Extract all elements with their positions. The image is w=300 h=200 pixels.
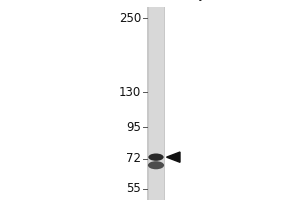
- Bar: [147, 7, 165, 200]
- Bar: [148, 7, 164, 200]
- Text: 95: 95: [126, 121, 141, 134]
- Ellipse shape: [148, 161, 164, 169]
- Text: 72: 72: [126, 152, 141, 165]
- Polygon shape: [167, 152, 180, 162]
- Text: 250: 250: [119, 12, 141, 25]
- Text: m.kidney: m.kidney: [153, 0, 207, 1]
- Text: 55: 55: [126, 182, 141, 195]
- Text: 130: 130: [119, 86, 141, 99]
- Ellipse shape: [148, 153, 164, 161]
